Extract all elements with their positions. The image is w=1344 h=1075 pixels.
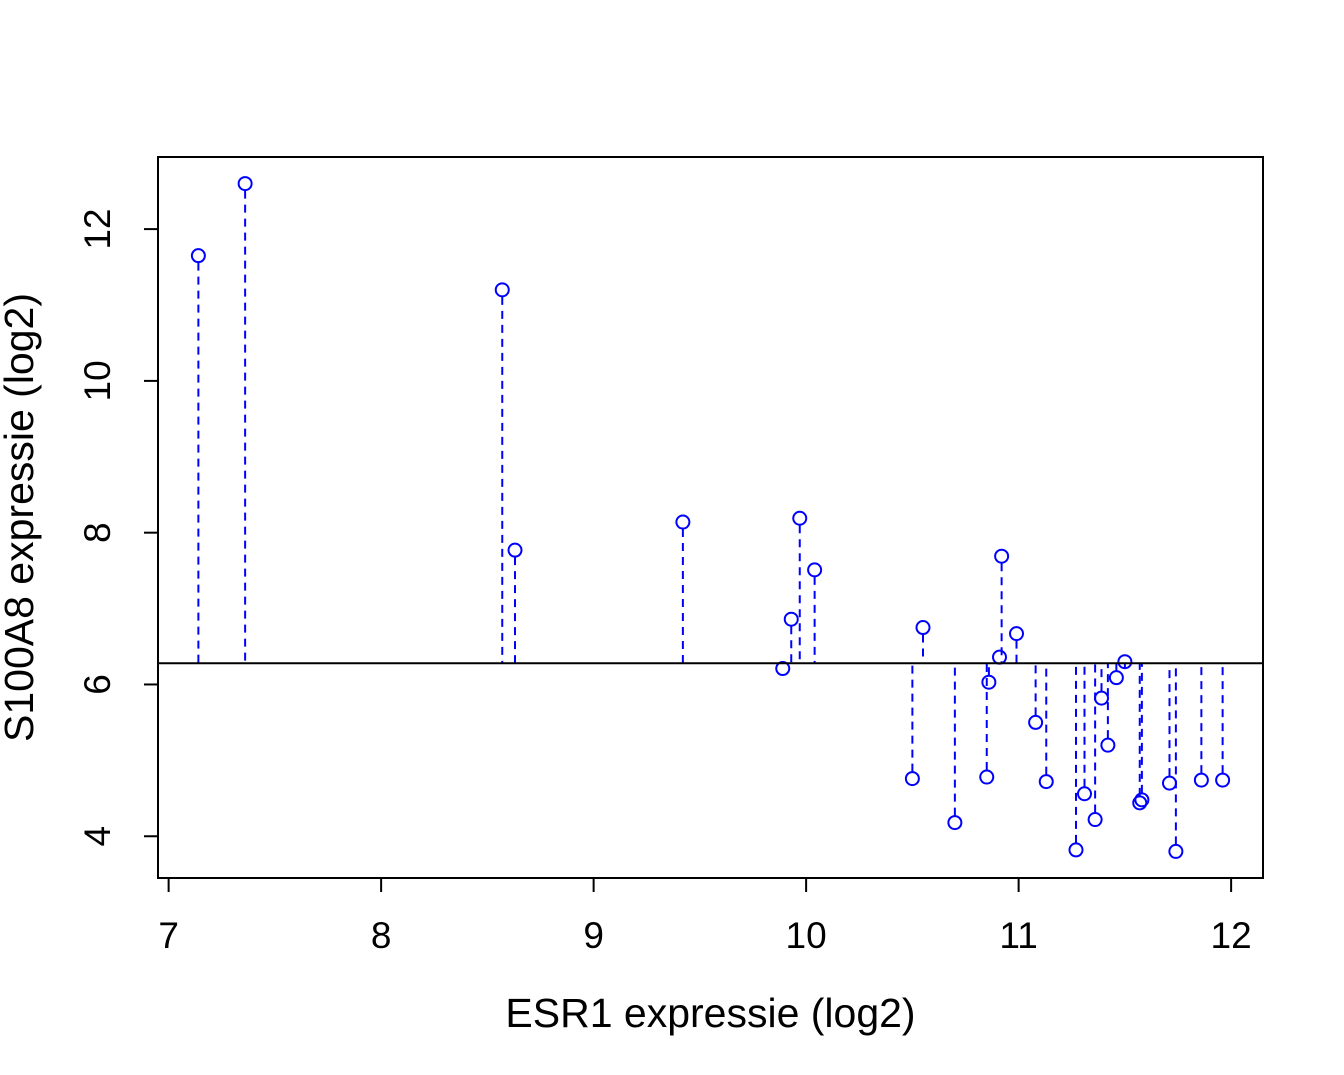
data-point xyxy=(783,611,799,627)
x-tick-label: 9 xyxy=(583,915,604,956)
data-point xyxy=(981,674,997,690)
data-point xyxy=(1038,774,1054,790)
y-tick-label: 10 xyxy=(77,360,118,401)
data-point xyxy=(1087,812,1103,828)
data-point xyxy=(1134,792,1150,808)
x-axis-title: ESR1 expressie (log2) xyxy=(505,990,915,1036)
x-axis: 7 8 9 10 11 12 xyxy=(158,877,1252,956)
x-tick-label: 8 xyxy=(371,915,392,956)
data-point xyxy=(979,769,995,785)
y-tick-label: 4 xyxy=(77,826,118,847)
data-point xyxy=(190,248,206,264)
data-point xyxy=(494,282,510,298)
data-point xyxy=(1068,842,1084,858)
y-axis-title: S100A8 expressie (log2) xyxy=(0,293,42,742)
data-point xyxy=(992,649,1007,665)
data-point xyxy=(1094,690,1109,706)
data-point xyxy=(807,562,823,578)
data-point xyxy=(1132,795,1148,811)
y-axis: 4 6 8 10 12 xyxy=(77,209,159,847)
data-point xyxy=(1009,626,1024,642)
data-point xyxy=(1215,772,1231,788)
x-tick-label: 7 xyxy=(158,915,179,956)
data-point xyxy=(1162,775,1177,791)
data-point xyxy=(1077,786,1092,802)
data-point xyxy=(1028,714,1044,730)
y-tick-label: 6 xyxy=(77,674,118,695)
data-point xyxy=(904,771,920,787)
x-tick-label: 12 xyxy=(1211,915,1252,956)
data-point xyxy=(1108,670,1124,686)
plot-frame xyxy=(157,156,1264,879)
data-point xyxy=(507,542,523,558)
data-point xyxy=(947,815,963,831)
data-point xyxy=(1117,654,1133,670)
y-tick-label: 12 xyxy=(77,209,118,250)
y-tick-label: 8 xyxy=(77,522,118,543)
x-tick-label: 11 xyxy=(999,915,1037,956)
data-point xyxy=(915,620,931,636)
data-point xyxy=(237,176,253,192)
data-point xyxy=(1168,843,1184,859)
data-point xyxy=(1193,772,1209,788)
data-point xyxy=(1100,737,1116,753)
data-point xyxy=(792,510,808,526)
chart-marks xyxy=(190,176,1231,859)
data-point xyxy=(775,661,791,677)
data-point xyxy=(994,548,1010,564)
data-point xyxy=(675,514,691,530)
x-tick-label: 10 xyxy=(786,915,827,956)
